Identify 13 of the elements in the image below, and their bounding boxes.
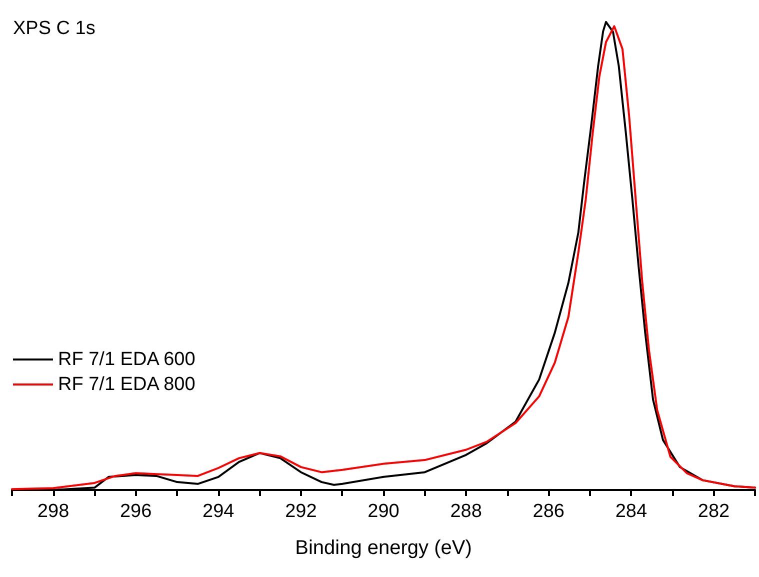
x-tick-label: 290 [368, 501, 400, 522]
x-tick-label: 292 [285, 501, 317, 522]
x-tick-label: 294 [202, 501, 235, 522]
x-tick-label: 286 [532, 501, 564, 522]
x-tick-label: 296 [120, 501, 152, 522]
x-tick-label: 288 [450, 501, 482, 522]
chart-title: XPS C 1s [13, 18, 96, 39]
legend-label: RF 7/1 EDA 600 [58, 349, 196, 370]
x-axis-title: Binding energy (eV) [295, 537, 472, 559]
x-tick-label: 282 [698, 501, 730, 522]
x-tick-label: 298 [37, 501, 70, 522]
legend-label: RF 7/1 EDA 800 [58, 374, 196, 395]
x-tick-label: 284 [615, 501, 648, 522]
